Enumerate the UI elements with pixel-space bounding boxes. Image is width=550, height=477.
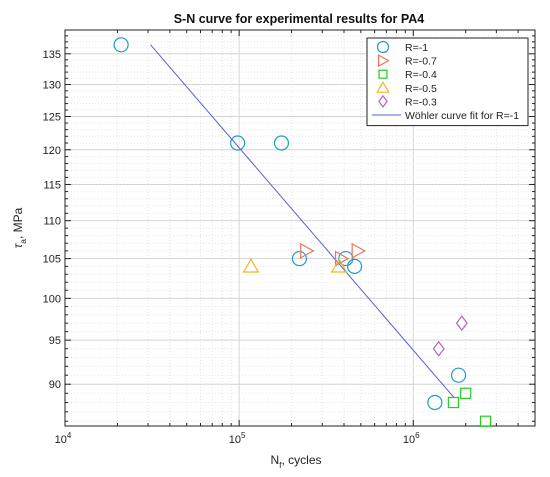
y-axis-label: τa, MPa	[11, 207, 28, 248]
data-point-circle	[338, 250, 354, 267]
x-tick-label: 106	[403, 431, 420, 446]
x-tick-label: 104	[55, 431, 72, 446]
data-point-circle	[113, 37, 129, 53]
svg-text:τa, MPa: τa, MPa	[11, 207, 28, 248]
y-tick-label: 110	[43, 216, 61, 228]
chart-title: S-N curve for experimental results for P…	[174, 12, 425, 26]
legend-box	[366, 37, 529, 127]
data-point-triangle-right	[334, 250, 350, 267]
wohler-fit-line	[150, 44, 455, 399]
data-markers	[113, 37, 492, 427]
data-point-square	[378, 69, 388, 79]
data-point-triangle-right	[378, 54, 390, 68]
legend-label: R=-0.7	[405, 56, 437, 68]
data-point-square	[447, 396, 460, 409]
data-point-diamond	[432, 340, 445, 357]
data-point-triangle-up	[330, 258, 348, 273]
y-tick-label: 125	[43, 112, 61, 124]
data-point-diamond	[455, 315, 468, 332]
y-tick-label: 115	[43, 179, 61, 191]
legend-label: R=-0.3	[405, 96, 437, 108]
y-tick-label: 105	[43, 254, 61, 266]
legend-label: R=-0.4	[405, 69, 437, 81]
y-tick-label: 120	[43, 145, 61, 157]
data-point-triangle-right	[300, 242, 315, 259]
y-tick-label: 130	[43, 80, 61, 92]
svg-text:Nf, cycles: Nf, cycles	[270, 453, 321, 470]
legend-label: R=-1	[405, 42, 428, 54]
legend: R=-1 R=-0.7R=-0.4 R=-0.5R=-0.3 Wöhler curve…	[366, 37, 529, 127]
data-point-circle	[376, 40, 390, 54]
data-point-square	[479, 415, 492, 427]
fit-curve	[150, 44, 455, 399]
data-point-circle	[346, 258, 363, 274]
x-tick-label: 105	[229, 431, 246, 446]
data-point-circle	[427, 394, 443, 411]
data-point-circle	[230, 135, 246, 151]
y-tick-label: 90	[49, 379, 61, 391]
legend-label: R=-0.5	[405, 83, 437, 95]
data-point-triangle-up	[242, 258, 260, 273]
axis-ticks: 90 95 100 105 110 115 120 125 130 135 104 105 106	[43, 29, 536, 446]
data-point-circle	[273, 135, 290, 151]
y-tick-label: 100	[43, 293, 61, 305]
y-tick-label: 135	[43, 49, 61, 61]
data-point-circle	[291, 250, 308, 267]
data-point-square	[460, 387, 472, 399]
y-tick-label: 95	[49, 335, 61, 347]
data-point-diamond	[378, 94, 388, 108]
data-point-triangle-up	[376, 81, 390, 93]
legend-label: Wöhler curve fit for R=-1	[405, 110, 519, 122]
data-point-triangle-right	[351, 242, 367, 259]
x-axis-label: Nf, cycles	[270, 453, 321, 470]
data-point-circle	[450, 367, 467, 383]
